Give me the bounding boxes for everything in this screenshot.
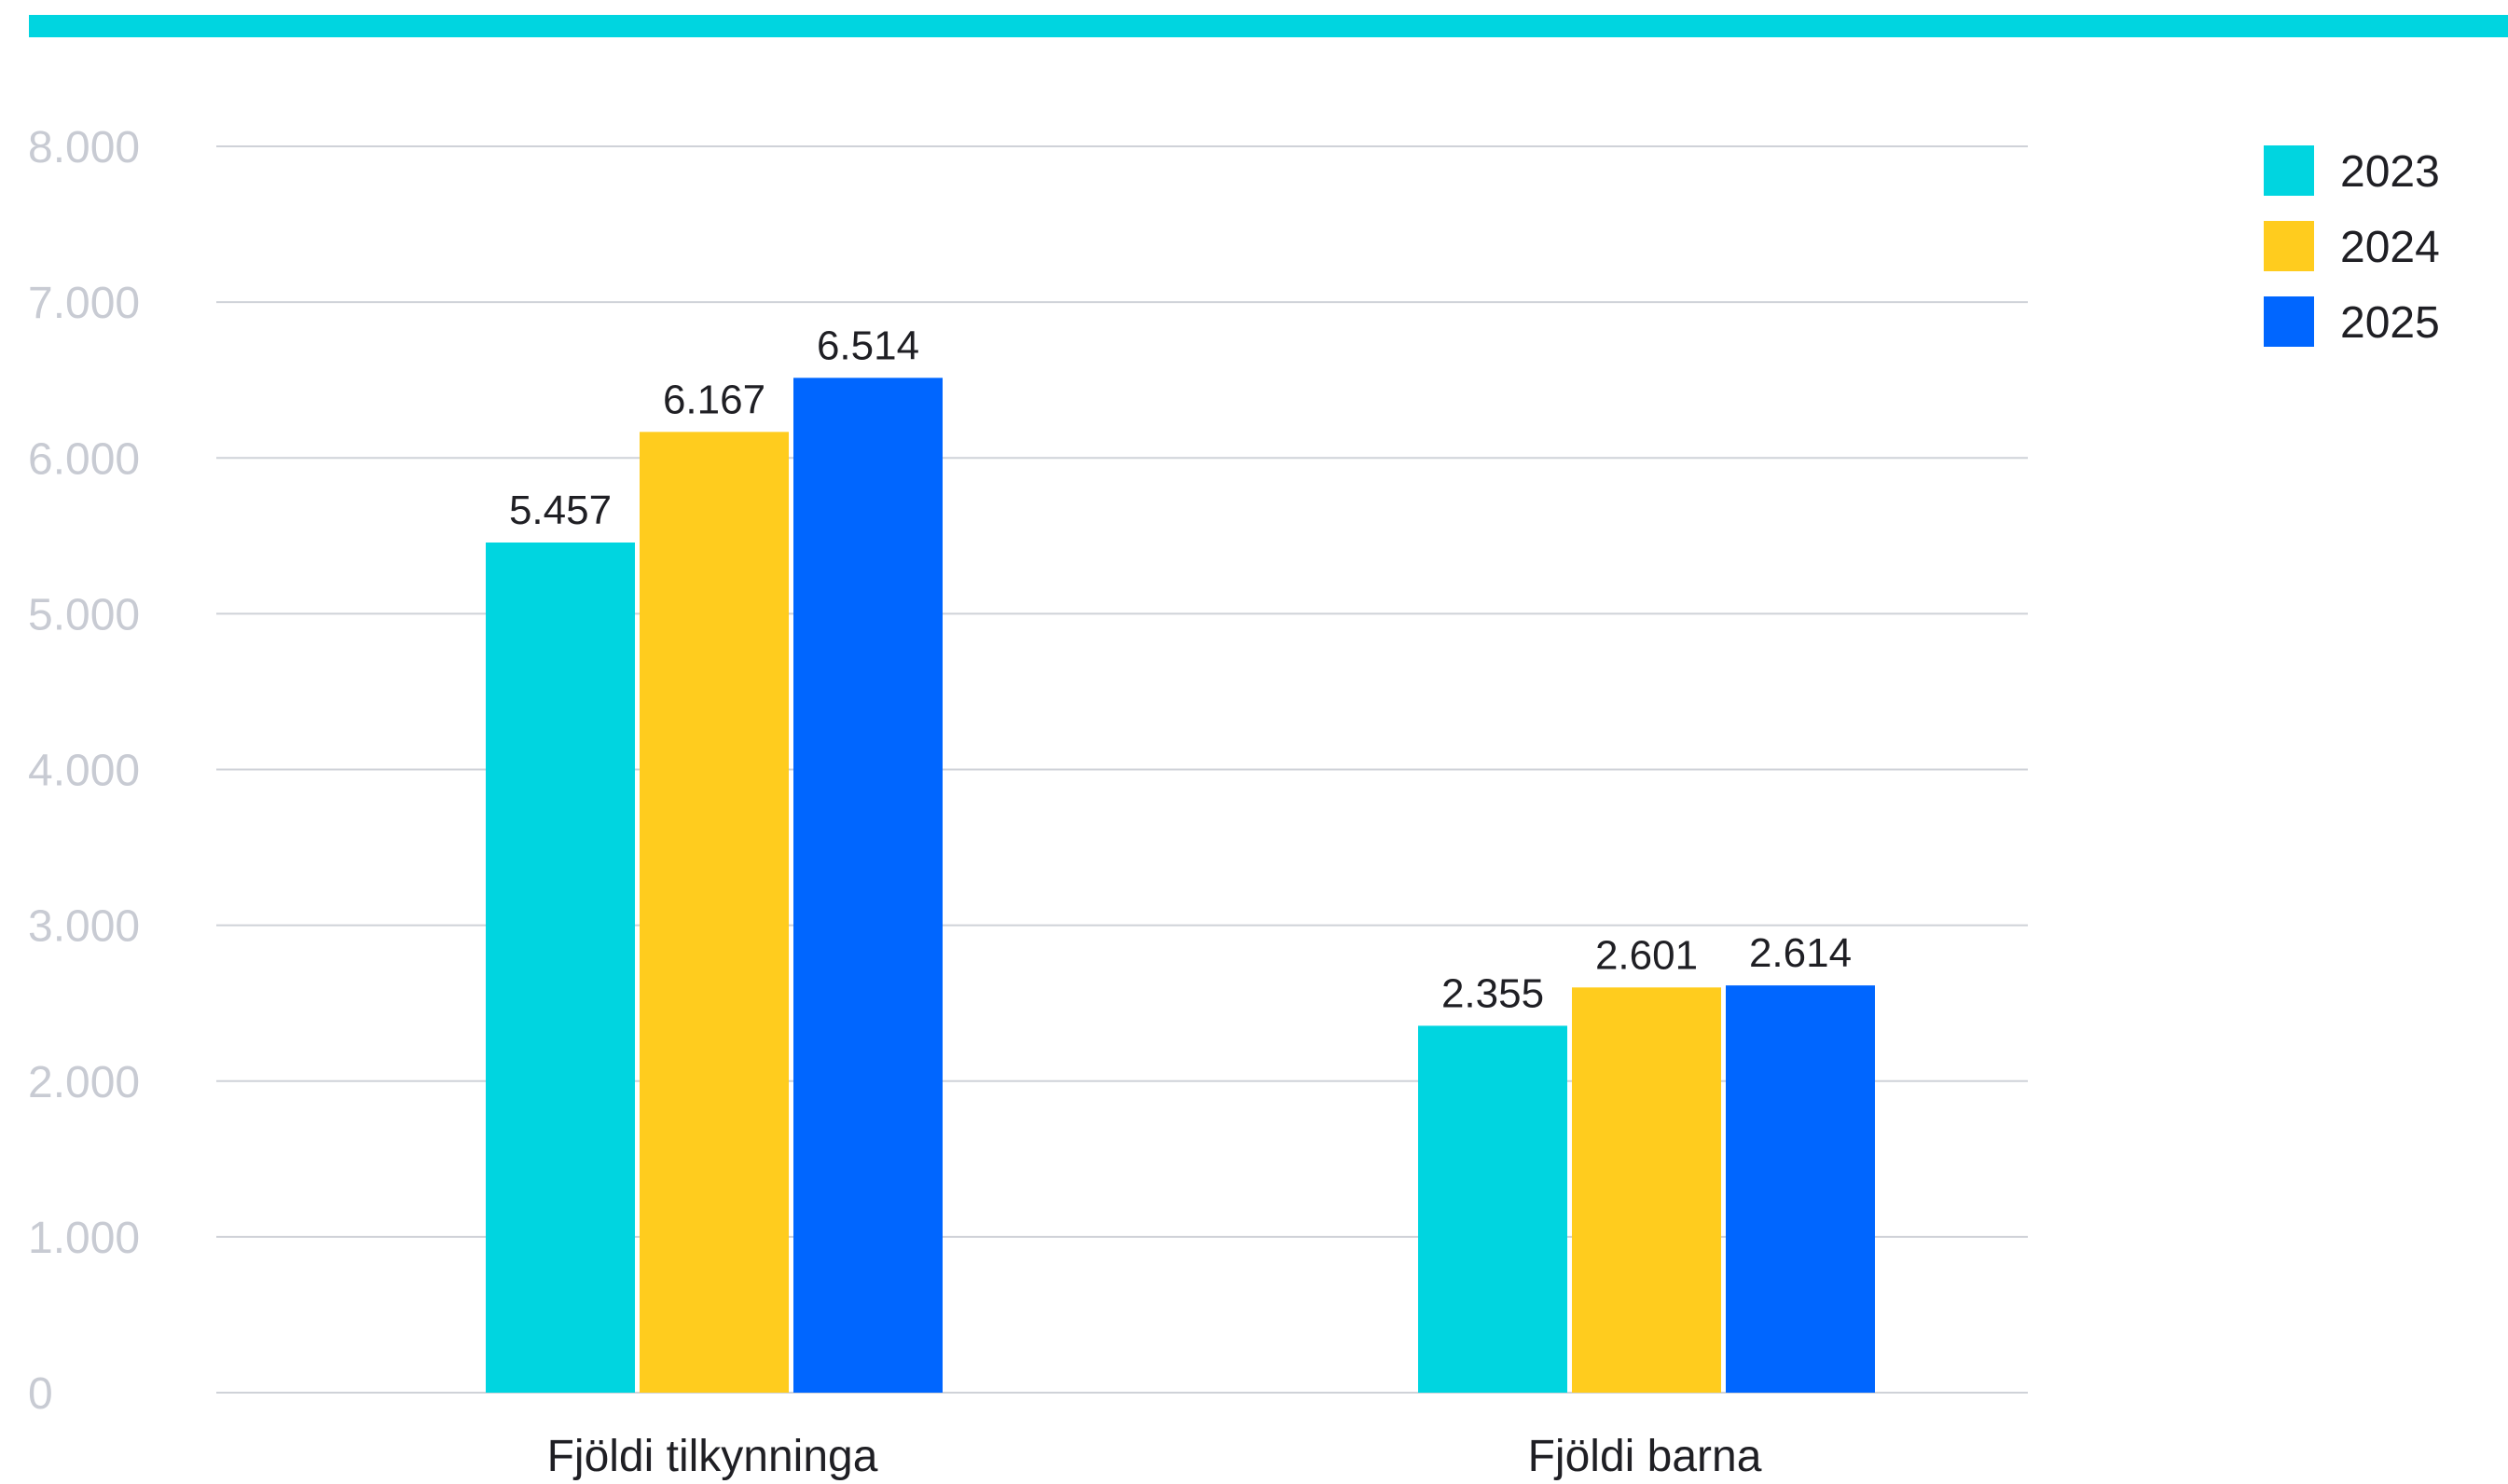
- y-tick-label: 7.000: [28, 279, 140, 328]
- legend-label: 2024: [2340, 223, 2440, 272]
- legend-swatch-2025: [2264, 296, 2314, 347]
- legend-swatch-2023: [2264, 145, 2314, 196]
- y-tick-label: 4.000: [28, 747, 140, 796]
- data-label: 2.614: [1749, 930, 1852, 976]
- bar-2025: [1726, 985, 1875, 1393]
- y-tick-label: 3.000: [28, 902, 140, 952]
- y-tick-label: 0: [28, 1369, 53, 1419]
- legend-label: 2025: [2340, 298, 2440, 348]
- data-label: 6.167: [663, 377, 765, 422]
- data-labels: 5.457 6.167 6.514 2.355 2.601 2.614: [509, 323, 1852, 1016]
- y-tick-label: 8.000: [28, 123, 140, 172]
- bar-2025: [793, 378, 943, 1393]
- bar-2023: [1418, 1025, 1567, 1393]
- legend-label: 2023: [2340, 147, 2440, 197]
- bars: [486, 378, 1875, 1394]
- y-tick-label: 5.000: [28, 590, 140, 639]
- legend: 2023 2024 2025: [2264, 145, 2440, 348]
- y-tick-label: 6.000: [28, 434, 140, 484]
- x-axis-categories: Fjöldi tilkynninga Fjöldi barna: [547, 1432, 1762, 1481]
- data-label: 2.355: [1441, 970, 1544, 1016]
- x-category-label: Fjöldi tilkynninga: [547, 1432, 878, 1481]
- bar-2024: [1572, 987, 1721, 1393]
- legend-swatch-2024: [2264, 221, 2314, 271]
- y-axis-ticks: 0 1.000 2.000 3.000 4.000 5.000 6.000 7.000 8.00…: [28, 123, 140, 1419]
- top-accent-bar: [29, 15, 2508, 37]
- data-label: 6.514: [817, 323, 919, 368]
- bar-2024: [640, 432, 789, 1394]
- bar-2023: [486, 542, 635, 1393]
- y-tick-label: 1.000: [28, 1214, 140, 1263]
- y-tick-label: 2.000: [28, 1058, 140, 1107]
- x-category-label: Fjöldi barna: [1528, 1432, 1762, 1481]
- data-label: 5.457: [509, 488, 612, 533]
- data-label: 2.601: [1595, 932, 1698, 978]
